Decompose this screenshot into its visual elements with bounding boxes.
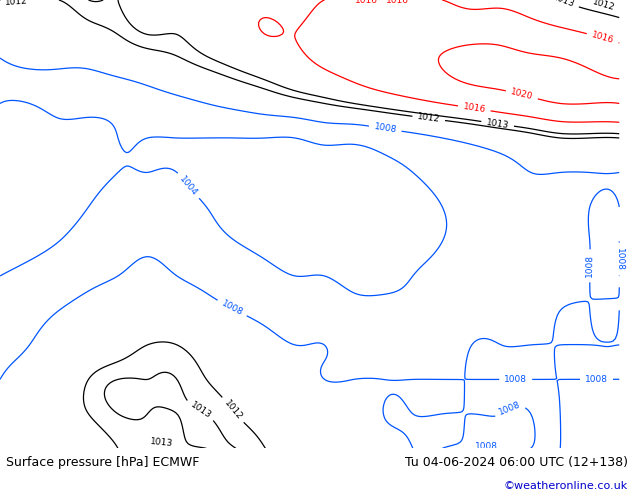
Text: 1016: 1016 [355, 0, 378, 5]
Text: 1016: 1016 [386, 0, 409, 5]
Text: 1013: 1013 [486, 118, 510, 130]
Text: Tu 04-06-2024 06:00 UTC (12+138): Tu 04-06-2024 06:00 UTC (12+138) [404, 456, 628, 469]
Text: 1013: 1013 [188, 400, 212, 420]
Text: 1008: 1008 [220, 299, 244, 318]
Text: 1020: 1020 [510, 87, 534, 102]
Text: 1008: 1008 [504, 375, 527, 384]
Text: 1016: 1016 [462, 102, 486, 115]
Text: 1012: 1012 [5, 0, 29, 7]
Text: 1008: 1008 [476, 441, 498, 450]
Text: Surface pressure [hPa] ECMWF: Surface pressure [hPa] ECMWF [6, 456, 200, 469]
Text: 1012: 1012 [417, 112, 441, 124]
Text: 1004: 1004 [178, 174, 199, 197]
Text: 1012: 1012 [222, 398, 243, 422]
Text: 1016: 1016 [590, 30, 615, 46]
Text: 1013: 1013 [551, 0, 576, 10]
Text: 1008: 1008 [373, 122, 398, 135]
Text: ©weatheronline.co.uk: ©weatheronline.co.uk [503, 481, 628, 490]
Text: 1008: 1008 [614, 247, 624, 270]
Text: 1008: 1008 [497, 400, 522, 416]
Text: 1012: 1012 [592, 0, 616, 12]
Text: 1008: 1008 [585, 254, 595, 277]
Text: 1013: 1013 [150, 438, 174, 448]
Text: 1008: 1008 [585, 375, 608, 384]
